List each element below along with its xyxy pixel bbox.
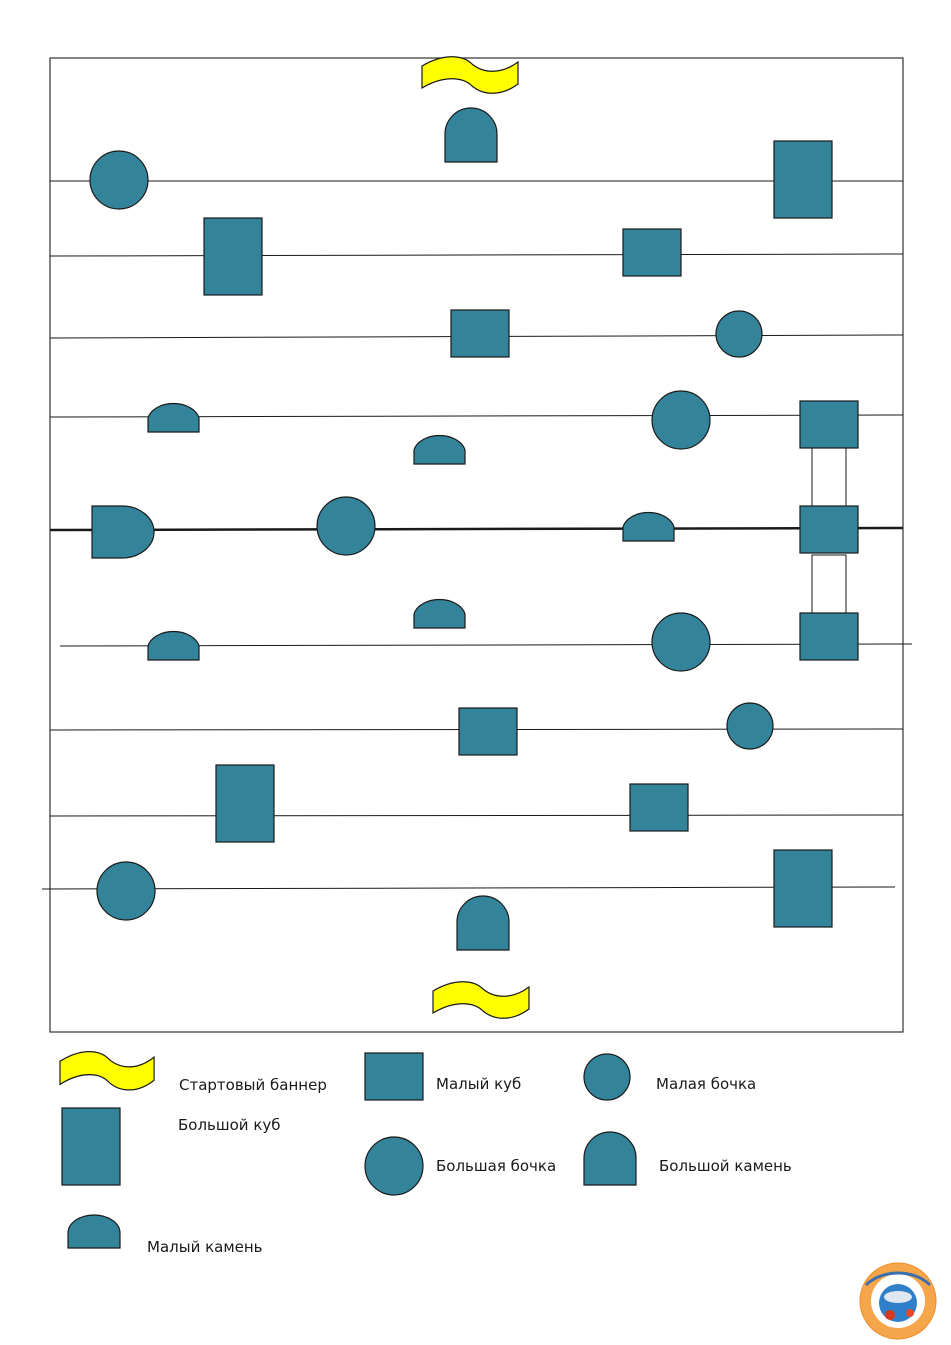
big-cube [203,217,263,296]
big-cube [773,140,833,219]
line-2 [49,253,904,257]
legend-small-barrel-icon [583,1053,631,1101]
small-barrel [726,702,774,750]
big-cube [215,764,275,843]
legend-big-cube-label: Большой куб [178,1116,281,1134]
legend-small-stone-label: Малый камень [147,1238,263,1256]
big-stone [444,107,498,163]
big-barrel [316,496,376,556]
line-8 [49,814,904,817]
small-cube [450,309,510,358]
start-banner-top [421,56,519,94]
small-stone [413,434,466,465]
small-cube [799,612,859,661]
big-stone [91,505,155,559]
legend-small-cube-label: Малый куб [436,1075,522,1093]
small-cube [622,228,682,277]
legend-small-stone-icon [67,1214,121,1249]
small-stone [147,402,200,433]
small-cube [629,783,689,832]
legend-start-banner-label: Стартовый баннер [179,1076,327,1094]
big-barrel [651,390,711,450]
legend-big-stone-label: Большой камень [659,1157,792,1175]
small-cube [799,505,859,554]
connector-bottom [811,554,847,614]
line-6 [59,643,913,647]
big-cube [773,849,833,928]
big-barrel [89,150,149,210]
connectors [811,447,847,614]
line-center [49,526,904,532]
small-stone [622,511,675,542]
legend-banner-icon [59,1050,155,1091]
legend-small-cube-icon [364,1052,424,1101]
field-border [49,57,904,1033]
small-barrel [715,310,763,358]
paintball-league-logo [859,1262,937,1340]
legend-small-barrel-label: Малая бочка [656,1075,757,1093]
small-stone [147,630,200,661]
big-stone [456,895,510,951]
start-banner-bottom [432,981,530,1019]
small-stone [413,598,466,629]
legend-big-barrel-label: Большая бочка [436,1157,557,1175]
small-cube [799,400,859,449]
line-9 [41,886,896,890]
big-barrel [96,861,156,921]
legend-big-cube-icon [61,1107,121,1186]
legend-big-stone-icon [583,1131,637,1186]
field-lines [41,180,913,890]
small-cube [458,707,518,756]
big-barrel [651,612,711,672]
connector-top [811,447,847,507]
legend-big-barrel-icon [364,1136,424,1196]
legend-shapes [59,1050,637,1249]
